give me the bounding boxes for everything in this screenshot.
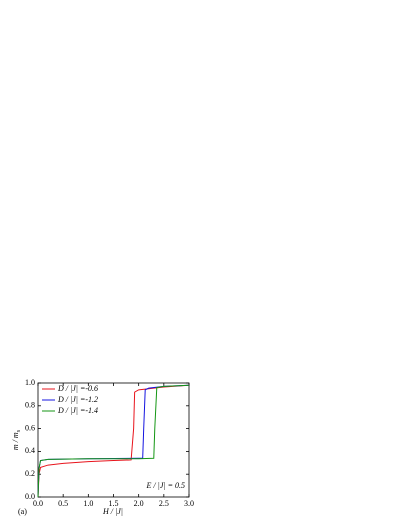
legend-label: D / |J| =-1.4 [57,406,98,415]
annotation: E / |J| = 0.5 [146,481,185,490]
y-axis-label-main: m / m [11,432,20,450]
y-tick-label: 0.4 [25,446,35,455]
x-tick-label: 0.5 [58,499,68,508]
x-tick-label: 2.5 [159,499,169,508]
series-line [37,384,190,498]
x-tick-label: 1.0 [83,499,93,508]
x-tick-label: 2.0 [134,499,144,508]
panel-label: (a) [18,507,27,516]
y-tick-label: 0.8 [25,401,35,410]
y-axis-label: m / ms [11,429,23,450]
x-tick-label: 3.0 [184,499,194,508]
y-tick-label: 0.0 [25,492,35,501]
x-tick-label: 0.0 [33,499,43,508]
y-tick-label: 0.2 [25,469,35,478]
y-tick-label: 1.0 [25,378,35,387]
y-tick-label: 0.6 [25,423,35,432]
x-axis-label: H / |J| [102,507,123,516]
y-axis-label-sub: s [16,429,22,432]
legend-label: D / |J| =-0.6 [57,384,98,393]
x-tick-label: 1.5 [109,499,119,508]
series-line [37,384,190,498]
legend-label: D / |J| =-1.2 [57,395,98,404]
